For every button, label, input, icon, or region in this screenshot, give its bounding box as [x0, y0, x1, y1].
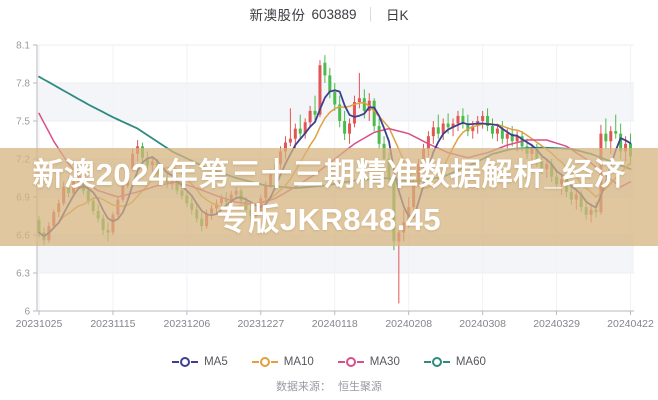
svg-text:7.2: 7.2 — [16, 155, 30, 166]
legend-item-ma60[interactable]: MA60 — [423, 356, 486, 368]
svg-text:20231206: 20231206 — [164, 318, 211, 330]
period-label-daily-k[interactable]: 日K — [386, 8, 409, 23]
svg-text:20231115: 20231115 — [90, 318, 135, 330]
header-separator: │ — [367, 7, 376, 21]
stock-name: 新澳股份 — [249, 8, 306, 23]
svg-text:20240422: 20240422 — [607, 318, 654, 330]
svg-text:20240308: 20240308 — [459, 318, 506, 330]
svg-text:7.5: 7.5 — [16, 117, 30, 128]
svg-text:20231227: 20231227 — [237, 318, 284, 330]
svg-text:6.6: 6.6 — [16, 231, 30, 242]
svg-text:20240208: 20240208 — [385, 318, 432, 330]
ma10-marker-icon — [251, 357, 278, 367]
y-axis-labels: 8.1 7.8 7.5 7.2 6.9 6.6 6.3 6 — [16, 41, 30, 318]
ma5-marker-icon — [172, 357, 199, 367]
chart-header: 新澳股份 603889 │ 日K — [0, 0, 658, 28]
data-source-footer: 数据来源： 恒生聚源 — [0, 378, 658, 394]
svg-text:6.3: 6.3 — [16, 269, 30, 280]
svg-text:7.8: 7.8 — [16, 79, 30, 90]
legend-item-ma10[interactable]: MA10 — [251, 356, 314, 368]
ma-legend: MA5 MA10 MA30 MA60 — [0, 352, 658, 372]
svg-text:20240329: 20240329 — [533, 318, 580, 330]
legend-label: MA5 — [204, 356, 228, 368]
legend-label: MA30 — [369, 356, 400, 368]
svg-text:20240118: 20240118 — [312, 318, 358, 330]
x-axis-labels: 20231025 20231115 20231206 20231227 20240118… — [16, 318, 654, 330]
svg-text:20231025: 20231025 — [16, 318, 63, 330]
stock-code: 603889 — [311, 6, 357, 22]
ma30-marker-icon — [337, 357, 364, 367]
legend-item-ma30[interactable]: MA30 — [337, 356, 400, 368]
legend-item-ma5[interactable]: MA5 — [172, 356, 228, 368]
legend-label: MA10 — [283, 356, 314, 368]
ma60-marker-icon — [423, 357, 450, 367]
source-value: 恒生聚源 — [338, 381, 383, 393]
legend-label: MA60 — [455, 356, 486, 368]
svg-text:6: 6 — [24, 307, 30, 318]
svg-text:6.9: 6.9 — [16, 193, 30, 204]
svg-text:8.1: 8.1 — [16, 41, 30, 52]
source-label: 数据来源： — [275, 381, 331, 393]
